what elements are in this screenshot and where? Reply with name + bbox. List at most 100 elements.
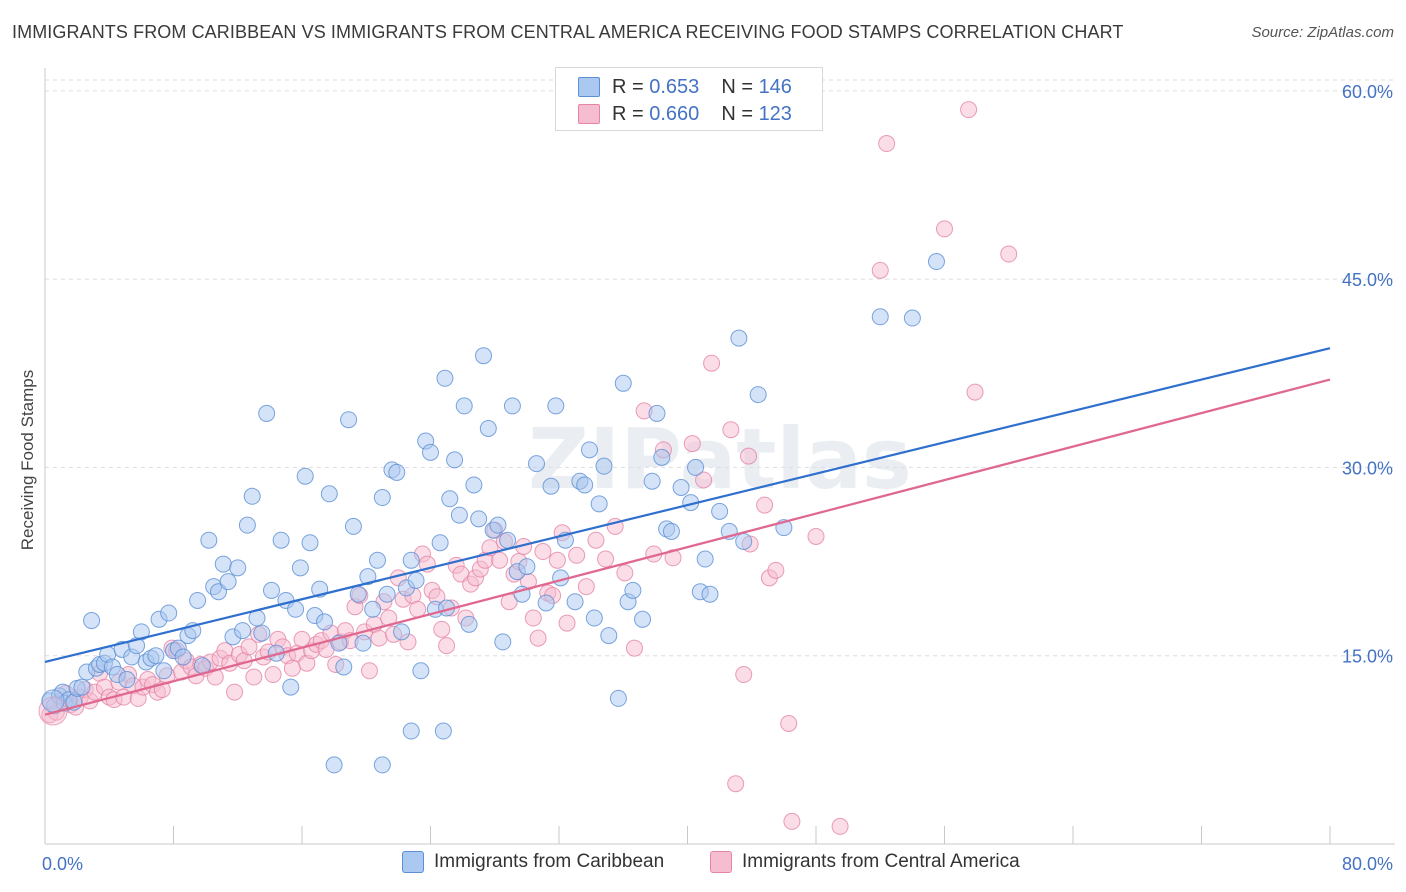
series-swatch-central-america [710,851,732,873]
central-america-point [360,662,378,680]
caribbean-point [470,510,488,528]
central-america-point [264,666,282,684]
caribbean-point [200,531,218,549]
central-america-point [283,659,301,677]
central-america-point [491,551,509,569]
caribbean-point [479,420,497,438]
central-america-point [616,564,634,582]
caribbean-point [155,662,173,680]
central-america-point [1000,245,1018,263]
central-america-point [524,609,542,627]
legend-swatch-central-america [578,104,600,124]
caribbean-point [258,404,276,422]
chart-source: Source: ZipAtlas.com [1251,24,1394,41]
central-america-point [831,817,849,835]
caribbean-point [335,658,353,676]
legend-n-value: 146 [758,75,792,98]
axes [44,68,1395,845]
stats-legend: R = 0.653 N = 146 R = 0.660 N = 123 [555,67,823,131]
caribbean-point [296,467,314,485]
trend-line-central-america [44,378,1331,716]
tick-labels: 15.0% 30.0% 45.0% 60.0% 0.0% 80.0% [42,82,1393,874]
central-america-point [245,668,263,686]
caribbean-point [282,678,300,696]
central-america-point [936,220,953,238]
caribbean-point [528,455,546,473]
caribbean-point [701,585,719,603]
caribbean-point [436,369,454,387]
central-america-point [756,496,774,514]
caribbean-point [696,550,714,568]
central-america-point [597,550,615,568]
y-tick-label: 30.0% [1342,458,1393,478]
x-tick-label-min: 0.0% [42,854,83,874]
central-america-point [548,551,566,569]
series-legend-caribbean[interactable]: Immigrants from Caribbean [402,851,664,873]
caribbean-point [518,558,536,576]
central-america-point [206,668,224,686]
caribbean-point [499,531,517,549]
y-tick-label: 15.0% [1342,647,1393,667]
central-america-point [433,620,451,638]
caribbean-point [272,531,290,549]
central-america-point [409,600,427,618]
caribbean-point [672,478,690,496]
central-america-point [703,354,721,372]
central-america-point [960,101,978,119]
caribbean-point [749,386,767,404]
legend-r-value: 0.660 [649,102,700,125]
caribbean-point [634,610,652,628]
caribbean-point [585,609,603,627]
grid-lines [45,79,1395,657]
central-america-point [878,135,896,153]
central-america-point [727,775,745,793]
central-america-point [38,696,68,726]
caribbean-point [359,568,377,586]
caribbean-point [590,495,608,513]
central-america-point [577,578,595,596]
legend-n-value: 123 [758,102,792,125]
caribbean-point [315,613,333,631]
caribbean-point [566,593,584,611]
caribbean-point [354,634,372,652]
caribbean-point [595,457,613,475]
central-america-point [740,447,758,465]
caribbean-point [118,671,136,689]
caribbean-point [542,477,560,495]
central-america-point [966,383,984,401]
caribbean-point [648,404,666,422]
caribbean-point [503,397,521,415]
central-america-point [625,639,643,657]
caribbean-point [489,516,507,534]
trend-line-caribbean [44,347,1331,664]
chart-title: IMMIGRANTS FROM CARIBBEAN VS IMMIGRANTS … [12,22,1124,42]
caribbean-point [373,489,391,507]
caribbean-point [730,329,748,347]
caribbean-point [609,689,627,707]
caribbean-point [301,534,319,552]
legend-r-value: 0.653 [649,75,700,98]
caribbean-point [711,502,729,520]
central-america-point [587,531,605,549]
legend-swatch-caribbean [578,77,600,97]
central-america-point [722,421,740,439]
caribbean-point [927,253,945,271]
legend-r-label: R = [612,102,644,125]
caribbean-point [402,722,420,740]
central-america-point [240,638,258,656]
caribbean-point [174,648,192,666]
caribbean-point [494,633,512,651]
caribbean-point [547,397,565,415]
central-america-point [683,435,701,453]
caribbean-point [219,573,237,591]
caribbean-point [643,472,661,490]
caribbean-point [687,458,705,476]
trend-lines [44,347,1331,716]
series-legend-central-america[interactable]: Immigrants from Central America [710,851,1020,873]
caribbean-point [903,309,921,327]
central-america-point [568,546,586,564]
caribbean-point [393,623,411,641]
caribbean-point [73,678,91,696]
caribbean-point [653,448,671,466]
y-tick-label: 45.0% [1342,270,1393,290]
